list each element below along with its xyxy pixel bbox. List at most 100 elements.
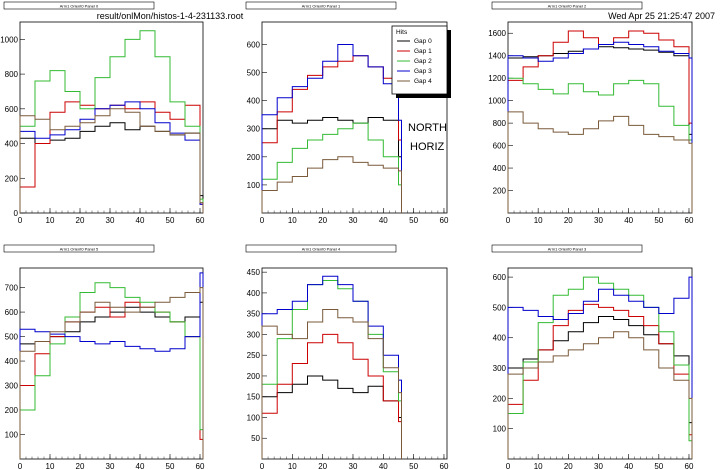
- series-line-gap-2: [19, 282, 204, 459]
- y-tick-label: 250: [247, 351, 261, 360]
- x-tick-label: 10: [46, 462, 55, 469]
- series-line-gap-0: [261, 117, 402, 213]
- y-tick-label: 450: [247, 268, 261, 277]
- y-tick-label: 600: [5, 308, 19, 317]
- y-tick-label: 200: [5, 406, 19, 415]
- x-tick-label: 20: [318, 462, 327, 469]
- panels: Arm1 Orient0 Panel 00 10 20 30 40 50 600200400…: [0, 1, 694, 469]
- series-line-gap-0: [19, 122, 204, 213]
- x-tick-label: 50: [654, 216, 663, 225]
- series-line-gap-4: [261, 309, 402, 459]
- panel-title-box: [3, 1, 155, 10]
- file-label: result/onlMon/histos-1-4-231133.root: [97, 11, 244, 21]
- y-tick-label: 200: [493, 187, 507, 196]
- y-tick-label: 1200: [488, 74, 506, 83]
- panel-2: Arm1 Orient0 Panel 2 0 10 20 30 40 50 60 200 400 6…: [488, 1, 694, 225]
- series-line-gap-0: [261, 375, 402, 459]
- series-line-gap-2: [261, 122, 402, 213]
- legend-entry: Gap 1: [414, 48, 432, 55]
- y-tick-label: 600: [493, 142, 507, 151]
- series-line-gap-3: [507, 276, 693, 459]
- series-line-gap-1: [19, 101, 204, 213]
- x-tick-label: 10: [288, 216, 297, 225]
- x-tick-label: 20: [76, 462, 85, 469]
- x-tick-label: 50: [409, 216, 418, 225]
- series-line-gap-3: [261, 44, 402, 213]
- y-tick-label: 600: [5, 105, 19, 114]
- x-tick-label: 30: [349, 462, 358, 469]
- x-tick-label: 0: [506, 216, 511, 225]
- x-tick-label: 60: [196, 462, 205, 469]
- series-line-gap-1: [19, 301, 204, 459]
- legend-entry: Gap 0: [414, 38, 432, 45]
- plot-frame: [507, 21, 693, 214]
- y-tick-label: 400: [5, 140, 19, 149]
- y-tick-label: 1000: [0, 35, 18, 44]
- x-tick-label: 60: [685, 462, 694, 469]
- series-line-gap-2: [19, 30, 204, 213]
- y-tick-label: 400: [247, 289, 261, 298]
- series-line-gap-1: [507, 303, 693, 459]
- series-line-gap-0: [507, 46, 693, 213]
- legend-box: [391, 25, 448, 95]
- panel-title: Arm1 Orient0 Panel 2: [548, 4, 587, 9]
- y-tick-label: 700: [5, 284, 19, 293]
- y-tick-label: 300: [493, 364, 507, 373]
- series-line-gap-4: [19, 287, 204, 459]
- legend-entry: Gap 3: [414, 68, 432, 75]
- y-tick-label: 150: [247, 393, 261, 402]
- y-tick-label: 200: [247, 153, 261, 162]
- x-tick-label: 20: [564, 216, 573, 225]
- legend-entry: Gap 2: [414, 58, 432, 65]
- plot-frame: [261, 267, 448, 460]
- x-tick-label: 30: [106, 216, 115, 225]
- series-line-gap-3: [261, 275, 402, 459]
- series-line-gap-4: [507, 111, 693, 213]
- orientation-label: NORTH: [408, 122, 447, 134]
- x-tick-label: 20: [564, 462, 573, 469]
- y-tick-label: 300: [247, 125, 261, 134]
- series-line-gap-0: [19, 301, 204, 459]
- panel-title-box: [245, 1, 397, 10]
- x-tick-label: 60: [685, 216, 694, 225]
- x-tick-label: 30: [594, 462, 603, 469]
- series-line-gap-4: [19, 108, 204, 213]
- x-tick-label: 30: [594, 216, 603, 225]
- legend-entry: Gap 4: [414, 78, 432, 85]
- x-tick-label: 30: [349, 216, 358, 225]
- x-tick-label: 0: [260, 216, 265, 225]
- x-tick-label: 0: [506, 462, 511, 469]
- x-tick-label: 50: [409, 462, 418, 469]
- y-tick-label: 200: [247, 372, 261, 381]
- y-tick-label: 100: [5, 431, 19, 440]
- panel-title: Arm1 Orient0 Panel 4: [302, 247, 341, 252]
- x-tick-label: 10: [288, 462, 297, 469]
- panel-4: Arm1 Orient0 Panel 4 0 10 20 30 40 50 60 50 100 15…: [245, 244, 449, 469]
- y-tick-label: 600: [247, 40, 261, 49]
- x-tick-label: 20: [76, 216, 85, 225]
- plot-frame: [19, 21, 204, 214]
- series-line-gap-1: [261, 333, 402, 459]
- x-tick-label: 30: [106, 462, 115, 469]
- x-tick-label: 20: [318, 216, 327, 225]
- panel-title: Arm1 Orient0 Panel 1: [302, 4, 341, 9]
- direction-label: HORIZ: [410, 141, 445, 153]
- y-tick-label: 400: [5, 357, 19, 366]
- panel-title-box: [491, 244, 643, 253]
- series-line-gap-2: [261, 280, 402, 459]
- y-tick-label: 500: [493, 303, 507, 312]
- date-label: Wed Apr 25 21:25:47 2007: [608, 11, 715, 21]
- panel-title-box: [245, 244, 397, 253]
- series-line-gap-3: [19, 272, 204, 459]
- panel-title: Arm1 Orient0 Panel 3: [548, 247, 587, 252]
- y-tick-label: 800: [5, 70, 19, 79]
- y-tick-label: 500: [247, 69, 261, 78]
- x-tick-label: 60: [440, 216, 449, 225]
- y-tick-label: 100: [247, 181, 261, 190]
- y-tick-label: 200: [493, 394, 507, 403]
- panel-title: Arm1 Orient0 Panel 0: [60, 4, 99, 9]
- y-tick-label: 300: [5, 382, 19, 391]
- y-tick-label: 800: [493, 119, 507, 128]
- legend-entries: Gap 0 Gap 1 Gap 2 Gap 3 Gap 4: [397, 38, 432, 85]
- panel-5: Arm1 Orient0 Panel 3 0 10 20 30 40 50 60 100 200 3…: [491, 244, 694, 469]
